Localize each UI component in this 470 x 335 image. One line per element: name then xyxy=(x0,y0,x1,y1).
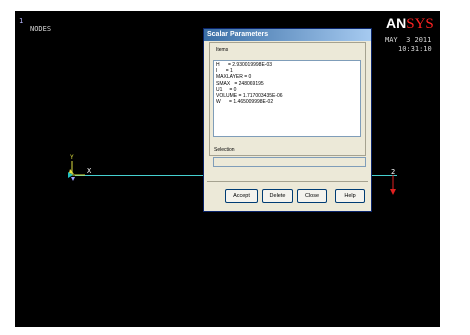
list-item[interactable]: W = 1.465009998E-02 xyxy=(216,99,274,106)
coordinate-triad-icon: Y xyxy=(68,154,85,181)
list-item[interactable]: MAXLAYER = 0 xyxy=(216,74,252,81)
items-group xyxy=(209,42,366,156)
dialog-title[interactable]: Scalar Parameters xyxy=(204,29,371,41)
logo-accent-text: SYS xyxy=(406,16,434,32)
ansys-logo: ANSYS xyxy=(386,15,434,32)
accept-button[interactable]: Accept xyxy=(225,189,258,203)
list-item[interactable]: VOLUME = 1.717003435E-06 xyxy=(216,93,283,100)
time-label: 10:31:10 xyxy=(398,45,432,53)
list-item[interactable]: SMAX = 248069195 xyxy=(216,80,264,87)
help-button[interactable]: Help xyxy=(335,189,365,203)
selection-label: Selection xyxy=(214,147,235,153)
triad-x-label: X xyxy=(87,167,92,175)
scalar-parameters-dialog: Scalar Parameters Items H = 2.930019998E… xyxy=(203,28,372,212)
plot-label: NODES xyxy=(30,25,52,33)
list-item[interactable]: U1 = 0 xyxy=(216,86,237,93)
button-row: Accept Delete Close Help xyxy=(207,181,368,208)
node-label: 2 xyxy=(391,168,396,176)
triad-y-label: Y xyxy=(70,154,74,161)
date-label: MAY 3 2011 xyxy=(385,36,432,44)
list-item[interactable]: I = 1 xyxy=(216,68,233,75)
list-item[interactable]: H = 2.930019998E-03 xyxy=(216,62,273,68)
close-button[interactable]: Close xyxy=(297,189,327,203)
window-number: 1 xyxy=(19,17,24,25)
items-label: Items xyxy=(216,47,229,53)
selection-input[interactable] xyxy=(213,157,366,167)
delete-button[interactable]: Delete xyxy=(262,189,293,203)
logo-main-text: AN xyxy=(386,15,407,31)
force-arrow-icon xyxy=(390,175,396,195)
items-list[interactable]: H = 2.930019998E-03 I = 1 MAXLAYER = 0 S… xyxy=(213,60,361,137)
